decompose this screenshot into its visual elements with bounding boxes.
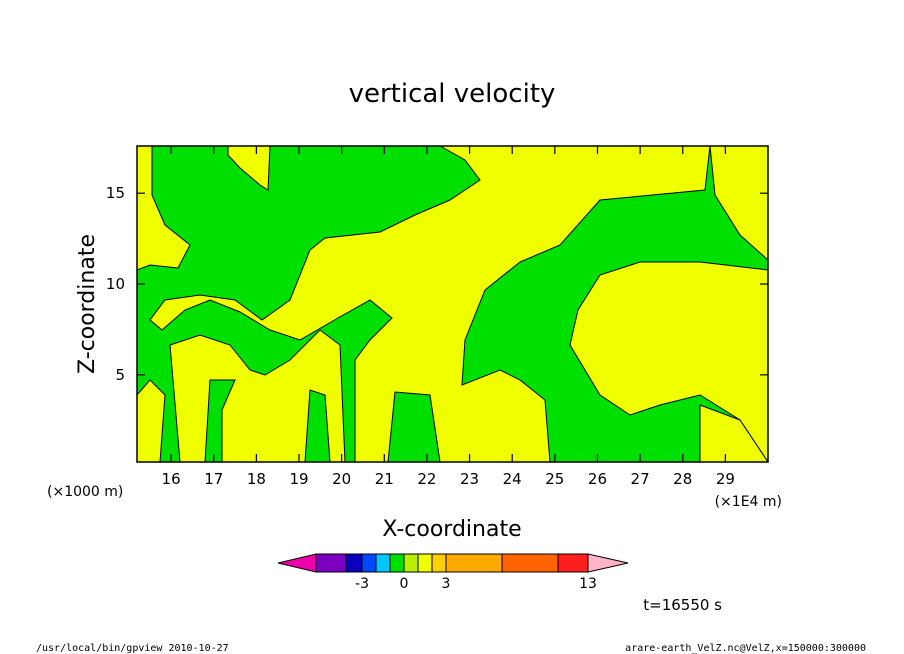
- colorbar-segment: [375, 553, 391, 573]
- colorbar-max-arrow: [587, 553, 629, 573]
- x-tick-label: 19: [289, 470, 308, 488]
- colorbar-label: 3: [442, 576, 451, 592]
- x-tick-label: 23: [460, 470, 479, 488]
- x-axis-label: X-coordinate: [382, 517, 521, 542]
- y-tick-label: 15: [106, 184, 125, 202]
- positive-regions: [137, 146, 768, 462]
- positive-region-bottom-right: [699, 404, 768, 462]
- colorbar-segment: [417, 553, 433, 573]
- colorbar-segment: [315, 553, 347, 573]
- colorbar: -3 0 3 13: [277, 553, 629, 592]
- x-scale-note: (×1E4 m): [715, 494, 782, 510]
- colorbar-segment: [389, 553, 405, 573]
- x-tick-label: 28: [673, 470, 692, 488]
- footer-right: arare-earth_VelZ.nc@VelZ,x=150000:300000: [625, 643, 866, 654]
- colorbar-min-arrow: [277, 553, 317, 573]
- x-tick-label: 17: [204, 470, 223, 488]
- colorbar-segment: [501, 553, 559, 573]
- colorbar-label: 0: [400, 576, 409, 592]
- y-axis-label: Z-coordinate: [75, 234, 100, 374]
- x-tick-label: 29: [716, 470, 735, 488]
- colorbar-label: -3: [355, 576, 369, 592]
- colorbar-segment: [345, 553, 363, 573]
- colorbar-segment: [557, 553, 589, 573]
- plot-frame: [136, 145, 769, 463]
- footer-left: /usr/local/bin/gpview 2010-10-27: [36, 643, 229, 654]
- positive-region-top-right: [320, 146, 768, 261]
- colorbar-segment: [445, 553, 503, 573]
- positive-region-lower-left: [137, 379, 166, 462]
- positive-region-main: [149, 146, 711, 462]
- positive-region-upper-left: [137, 146, 191, 271]
- colorbar-segment: [361, 553, 377, 573]
- chart-title: vertical velocity: [349, 79, 556, 109]
- x-tick-label: 27: [631, 470, 650, 488]
- x-tick-label: 24: [503, 470, 522, 488]
- positive-region-lower-mid: [169, 329, 346, 462]
- contour-field: [137, 146, 768, 462]
- colorbar-label: 13: [579, 576, 597, 592]
- x-tick-label: 22: [417, 470, 436, 488]
- y-tick-label: 5: [115, 366, 125, 384]
- x-tick-label: 20: [332, 470, 351, 488]
- colorbar-segment: [403, 553, 419, 573]
- x-tick-label: 21: [375, 470, 394, 488]
- y-axis: 5 10 15: [106, 184, 768, 384]
- x-axis: 16 17 18 19 20 21 22 23 24 25 26 27 28 29: [162, 146, 735, 488]
- y-tick-label: 10: [106, 275, 125, 293]
- time-label: t=16550 s: [643, 596, 722, 614]
- x-tick-label: 26: [588, 470, 607, 488]
- x-tick-label: 16: [162, 470, 181, 488]
- colorbar-segment: [431, 553, 447, 573]
- x-tick-label: 25: [545, 470, 564, 488]
- y-scale-note: (×1000 m): [47, 484, 123, 500]
- x-tick-label: 18: [247, 470, 266, 488]
- positive-region-top-band: [227, 146, 271, 191]
